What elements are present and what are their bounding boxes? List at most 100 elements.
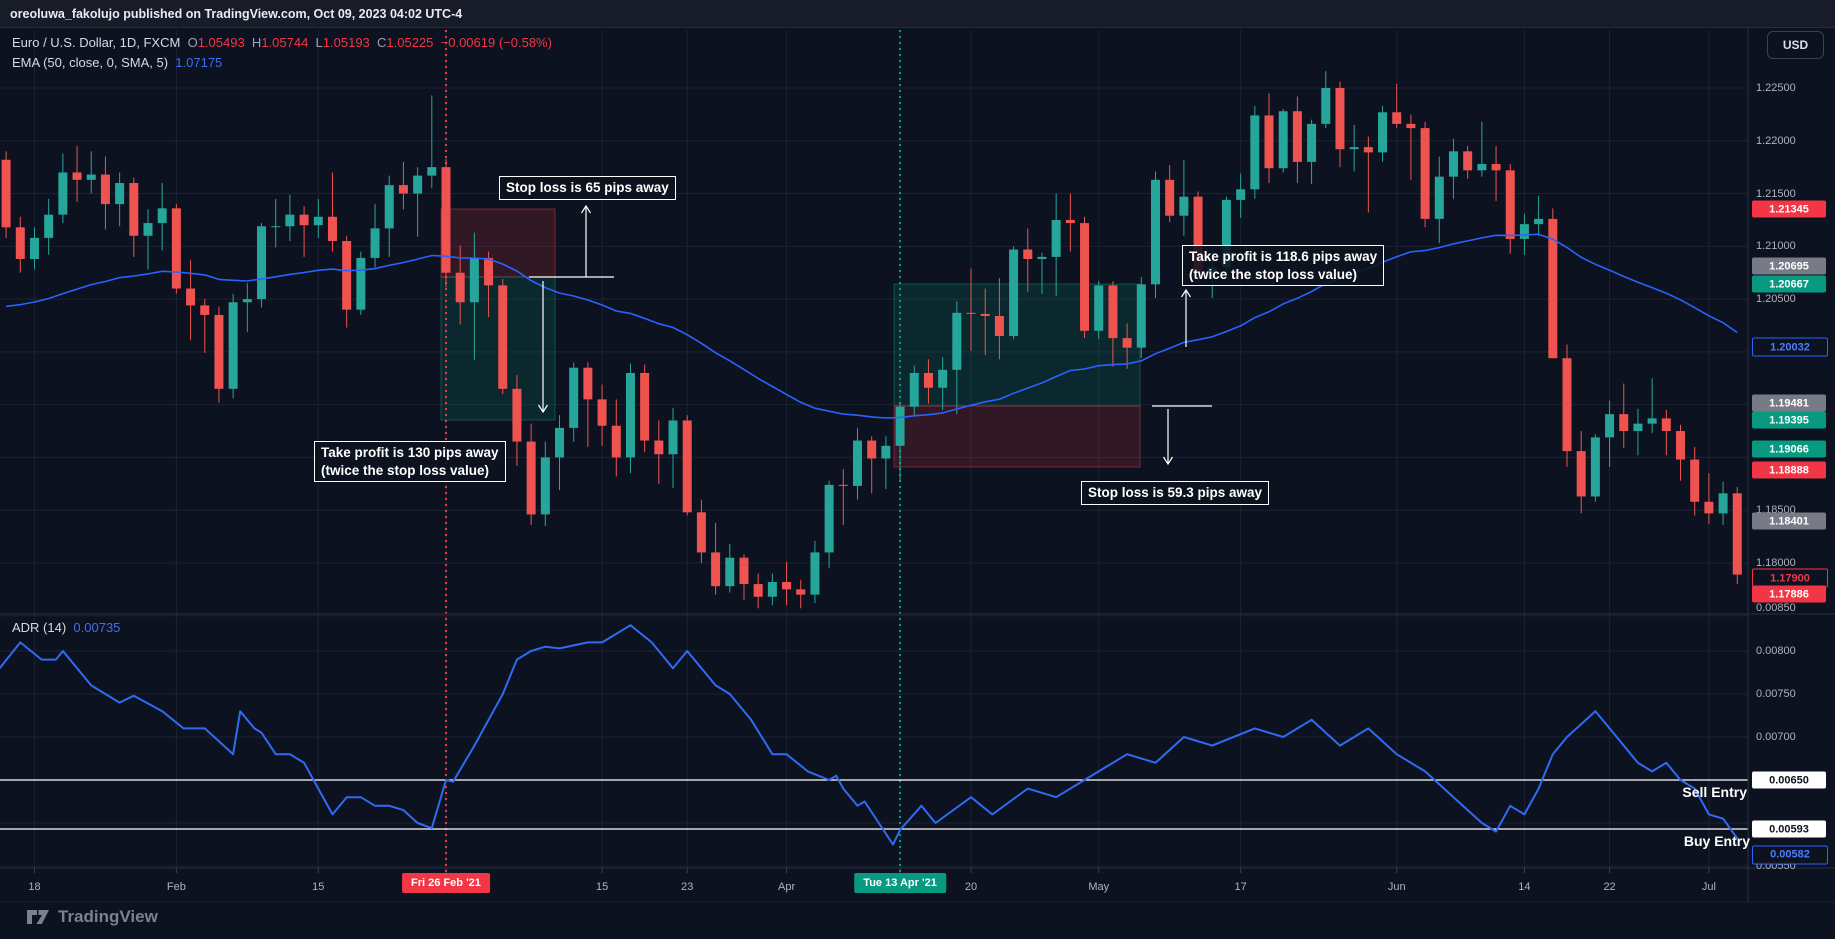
candle-body xyxy=(1150,179,1160,285)
candle-body xyxy=(1392,112,1402,124)
candle-body xyxy=(441,167,451,273)
annotation-take-profit-1[interactable]: Take profit is 130 pips away (twice the … xyxy=(314,441,506,483)
price-label: 1.18888 xyxy=(1752,461,1826,479)
candle-body xyxy=(881,445,891,459)
ohlc-l-value: 1.05193 xyxy=(322,35,370,50)
candle-body xyxy=(711,552,721,587)
candle-body xyxy=(1732,493,1742,575)
candle-body xyxy=(1619,414,1629,432)
candle-body xyxy=(1548,218,1558,359)
candle-body xyxy=(157,208,167,224)
adr-label: 0.00650 xyxy=(1752,771,1826,789)
price-label: 1.19066 xyxy=(1752,440,1826,458)
candle-body xyxy=(1037,256,1047,259)
candle-body xyxy=(1690,459,1700,502)
candle-body xyxy=(1179,196,1189,216)
ema-line xyxy=(5,233,1738,419)
adr-line xyxy=(0,624,1739,846)
candle-body xyxy=(1519,224,1529,239)
candle-body xyxy=(867,440,877,459)
tradingview-logo[interactable]: TradingView xyxy=(26,906,158,928)
price-label: 1.20695 xyxy=(1752,257,1826,275)
candle-body xyxy=(313,216,323,226)
ohlc-o-value: 1.05493 xyxy=(197,35,245,50)
candle-body xyxy=(1378,112,1388,153)
annotation-stop-loss-2[interactable]: Stop loss is 59.3 pips away xyxy=(1081,481,1270,505)
candle-body xyxy=(796,589,806,595)
candle-body xyxy=(1562,358,1572,452)
candle-body xyxy=(1278,111,1288,169)
candle-body xyxy=(1434,176,1444,219)
candle-body xyxy=(200,305,210,315)
candle-body xyxy=(1292,111,1302,162)
candle-body xyxy=(15,227,25,259)
candle-body xyxy=(427,167,437,176)
candle-body xyxy=(498,285,508,389)
candle-body xyxy=(58,172,68,215)
candle-body xyxy=(1633,423,1643,432)
candle-body xyxy=(1505,170,1515,239)
candle-body xyxy=(72,172,82,180)
candle-body xyxy=(242,299,252,303)
currency-button[interactable]: USD xyxy=(1767,31,1824,59)
candle-body xyxy=(512,388,522,442)
candle-body xyxy=(569,367,579,428)
candle-body xyxy=(980,313,990,316)
candle-body xyxy=(782,581,792,590)
candle-body xyxy=(1065,219,1075,224)
candle-body xyxy=(1335,88,1345,150)
candle-body xyxy=(1009,249,1019,337)
candle-body xyxy=(583,367,593,400)
candle-body xyxy=(1704,501,1714,514)
ema-label[interactable]: EMA (50, close, 0, SMA, 5) xyxy=(12,55,169,70)
adr-label[interactable]: ADR (14) xyxy=(12,620,67,635)
adr-axis-tick: 0.00850 xyxy=(1756,602,1796,614)
time-axis-label: 22 xyxy=(1603,881,1616,893)
candle-body xyxy=(384,185,394,229)
arrowhead-down-icon xyxy=(1162,456,1174,466)
candle-body xyxy=(526,441,536,515)
candle-body xyxy=(214,314,224,389)
candle-body xyxy=(767,581,777,597)
candle-body xyxy=(228,302,238,389)
annotation-stop-loss-1[interactable]: Stop loss is 65 pips away xyxy=(499,176,676,200)
arrowhead-up-icon xyxy=(1180,288,1192,298)
candle-body xyxy=(1605,414,1615,438)
time-axis-label: Jun xyxy=(1387,881,1406,893)
candle-body xyxy=(1321,88,1331,124)
candle-body xyxy=(1534,218,1544,225)
annotation-take-profit-2[interactable]: Take profit is 118.6 pips away (twice th… xyxy=(1182,245,1385,287)
candle-body xyxy=(1122,338,1132,348)
candle-body xyxy=(1491,163,1501,171)
time-axis-label: Jul xyxy=(1701,881,1716,893)
candle-body xyxy=(1193,196,1203,274)
candle-body xyxy=(1406,123,1416,129)
time-axis-label: 15 xyxy=(595,881,609,893)
candle-body xyxy=(342,241,352,310)
candle-body xyxy=(1080,223,1090,331)
candle-body xyxy=(1221,199,1231,268)
time-axis-label: 20 xyxy=(964,881,978,893)
candle-body xyxy=(1363,147,1373,153)
candle-body xyxy=(29,237,39,259)
candle-body xyxy=(1165,179,1175,216)
candle-body xyxy=(186,288,196,306)
symbol-title[interactable]: Euro / U.S. Dollar, 1D, FXCM xyxy=(12,35,181,50)
candle-body xyxy=(739,557,749,585)
candle-body xyxy=(100,174,110,205)
candle-body xyxy=(810,552,820,595)
candle-body xyxy=(413,175,423,194)
candle-body xyxy=(682,420,692,513)
time-axis-label: 15 xyxy=(312,881,325,893)
symbol-legend: Euro / U.S. Dollar, 1D, FXCM O1.05493 H1… xyxy=(12,35,552,50)
candle-body xyxy=(1661,418,1671,432)
adr-label: 0.00582 xyxy=(1752,845,1828,865)
candle-body xyxy=(611,425,621,458)
candle-body xyxy=(966,312,976,314)
candle-body xyxy=(1108,285,1118,339)
ohlc-h-value: 1.05744 xyxy=(261,35,309,50)
candle-body xyxy=(285,214,295,227)
candle-body xyxy=(1236,189,1246,200)
adr-axis-tick: 0.00750 xyxy=(1756,688,1796,700)
